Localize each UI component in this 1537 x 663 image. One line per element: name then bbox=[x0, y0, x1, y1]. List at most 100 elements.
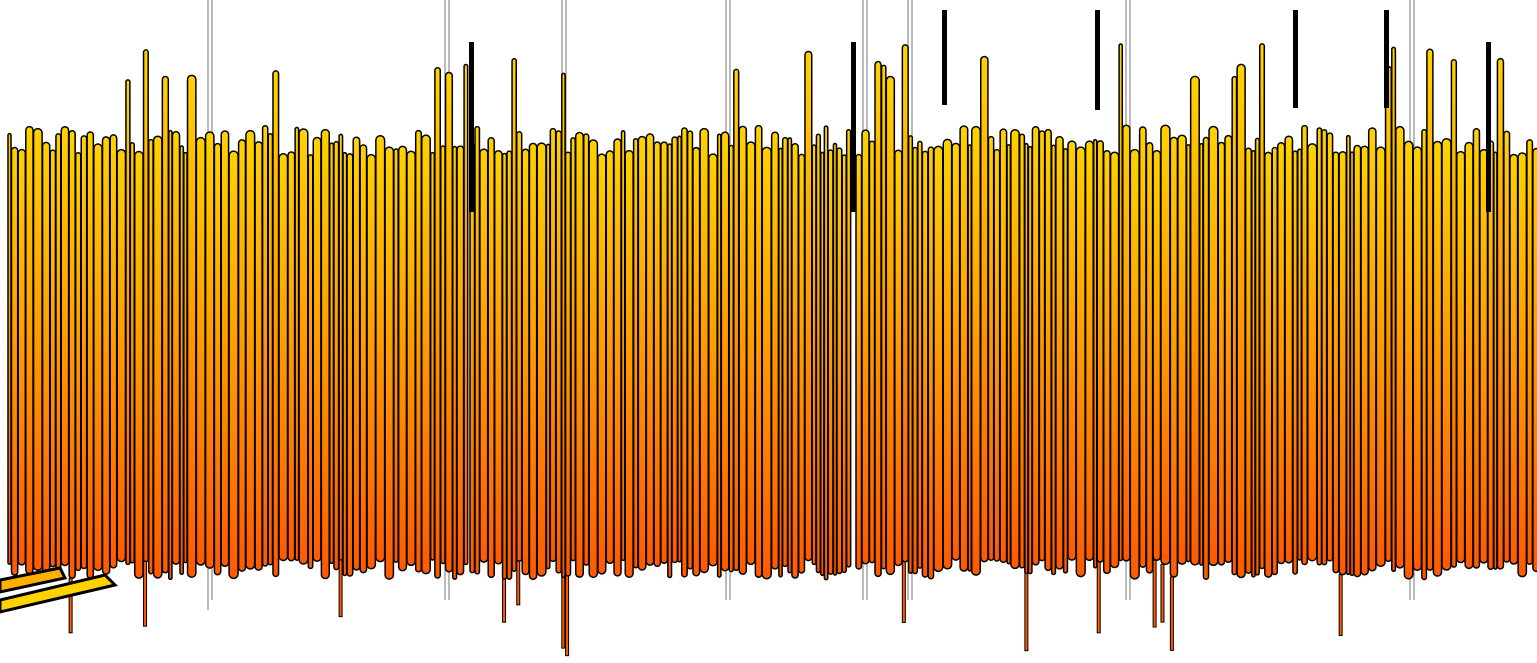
glyph-stroke bbox=[68, 577, 73, 634]
glyph-stroke bbox=[228, 150, 239, 580]
glyph-stroke bbox=[708, 153, 718, 567]
glyph-stroke bbox=[161, 75, 170, 574]
glyph-stroke bbox=[152, 135, 163, 579]
glyph-stroke bbox=[1251, 150, 1256, 578]
glyph-stroke bbox=[328, 142, 335, 565]
glyph-stroke bbox=[421, 134, 431, 575]
glyph-stroke bbox=[832, 142, 838, 576]
glyph-stroke bbox=[41, 141, 51, 579]
glyph-stroke bbox=[564, 151, 572, 577]
glyph-stroke bbox=[245, 129, 256, 570]
glyph-stroke bbox=[1010, 128, 1020, 570]
glyph-stroke bbox=[1326, 132, 1334, 562]
glyph-stroke bbox=[375, 134, 386, 563]
glyph-stroke bbox=[342, 151, 348, 577]
glyph-stroke bbox=[1217, 141, 1226, 566]
glyph-stroke bbox=[1503, 130, 1511, 563]
glyph-stroke bbox=[463, 63, 469, 566]
glyph-stroke bbox=[338, 133, 344, 561]
glyph-stroke bbox=[1055, 135, 1064, 570]
glyph-stroke bbox=[565, 575, 570, 657]
glyph-stroke bbox=[1345, 134, 1351, 576]
glyph-stroke bbox=[823, 125, 829, 581]
glyph-stroke bbox=[1258, 43, 1266, 570]
glyph-stroke bbox=[129, 142, 135, 564]
glyph-stroke bbox=[827, 149, 834, 575]
glyph-stroke bbox=[1067, 140, 1077, 561]
glyph-stroke bbox=[761, 146, 772, 580]
glyph-stroke bbox=[901, 44, 909, 563]
glyph-stroke bbox=[738, 125, 748, 575]
glyph-stroke bbox=[1293, 10, 1298, 108]
glyph-stroke bbox=[680, 127, 688, 578]
glyph-stroke bbox=[855, 153, 863, 570]
glyph-stroke bbox=[804, 50, 813, 562]
glyph-stroke bbox=[179, 145, 185, 576]
glyph-stroke bbox=[894, 149, 903, 567]
glyph-stroke bbox=[637, 135, 647, 571]
glyph-stroke bbox=[645, 133, 655, 566]
glyph-stroke bbox=[686, 130, 694, 570]
glyph-stroke bbox=[278, 153, 289, 562]
glyph-stroke bbox=[933, 145, 944, 573]
glyph-stroke bbox=[1096, 140, 1104, 563]
glyph-stroke bbox=[791, 142, 799, 579]
glyph-stroke bbox=[521, 148, 530, 576]
glyph-stroke bbox=[671, 136, 679, 564]
glyph-stroke bbox=[86, 131, 95, 579]
glyph-stroke bbox=[1297, 148, 1303, 561]
glyph-stroke bbox=[1177, 134, 1187, 565]
glyph-stroke bbox=[967, 144, 972, 572]
glyph-stroke bbox=[1024, 572, 1029, 652]
glyph-stroke bbox=[338, 559, 343, 618]
glyph-stroke bbox=[479, 148, 489, 563]
glyph-stroke bbox=[912, 146, 919, 575]
glyph-stroke bbox=[125, 79, 131, 566]
glyph-stroke bbox=[797, 153, 806, 574]
glyph-stroke bbox=[811, 144, 817, 566]
glyph-stroke bbox=[1277, 141, 1286, 565]
glyph-stroke bbox=[1532, 147, 1537, 573]
glyph-stroke bbox=[624, 149, 634, 579]
glyph-stroke bbox=[597, 153, 607, 575]
glyph-stroke bbox=[501, 152, 508, 580]
glyph-stroke bbox=[1426, 48, 1434, 571]
glyph-stroke bbox=[993, 148, 1001, 562]
glyph-stroke bbox=[254, 141, 263, 571]
glyph-stroke bbox=[1509, 153, 1519, 565]
glyph-stroke bbox=[147, 138, 154, 575]
glyph-stroke bbox=[1006, 144, 1012, 565]
glyph-stroke bbox=[1224, 134, 1233, 564]
glyph-stroke bbox=[1169, 136, 1179, 578]
glyph-stroke bbox=[7, 132, 12, 565]
glyph-stroke bbox=[1152, 149, 1162, 562]
glyph-stroke bbox=[841, 154, 847, 574]
glyph-stroke bbox=[516, 560, 521, 606]
glyph-stroke bbox=[143, 561, 148, 627]
glyph-stroke bbox=[502, 578, 507, 623]
glyph-stroke bbox=[921, 150, 929, 578]
glyph-stroke bbox=[1202, 136, 1210, 581]
glyph-stroke bbox=[183, 151, 188, 564]
glyph-stroke bbox=[1441, 137, 1452, 571]
glyph-stroke bbox=[868, 140, 876, 564]
glyph-stroke bbox=[1375, 146, 1386, 568]
glyph-stroke bbox=[1472, 127, 1481, 569]
glyph-stroke bbox=[25, 125, 34, 575]
glyph-stroke bbox=[1332, 151, 1340, 574]
glyph-stroke bbox=[1432, 140, 1443, 577]
glyph-stroke bbox=[261, 125, 269, 567]
glyph-stroke bbox=[746, 141, 756, 566]
glyph-stroke bbox=[836, 147, 843, 575]
glyph-stroke bbox=[716, 133, 722, 578]
glyph-stroke bbox=[1412, 146, 1423, 571]
glyph-stroke bbox=[820, 151, 825, 577]
glyph-stroke bbox=[142, 49, 149, 563]
glyph-stroke bbox=[195, 136, 206, 566]
glyph-stroke bbox=[1464, 141, 1474, 570]
glyph-stroke bbox=[294, 126, 300, 561]
glyph-stroke bbox=[516, 131, 523, 562]
corner-shape bbox=[0, 566, 118, 614]
glyph-stroke bbox=[109, 134, 118, 569]
glyph-stroke bbox=[699, 127, 710, 574]
